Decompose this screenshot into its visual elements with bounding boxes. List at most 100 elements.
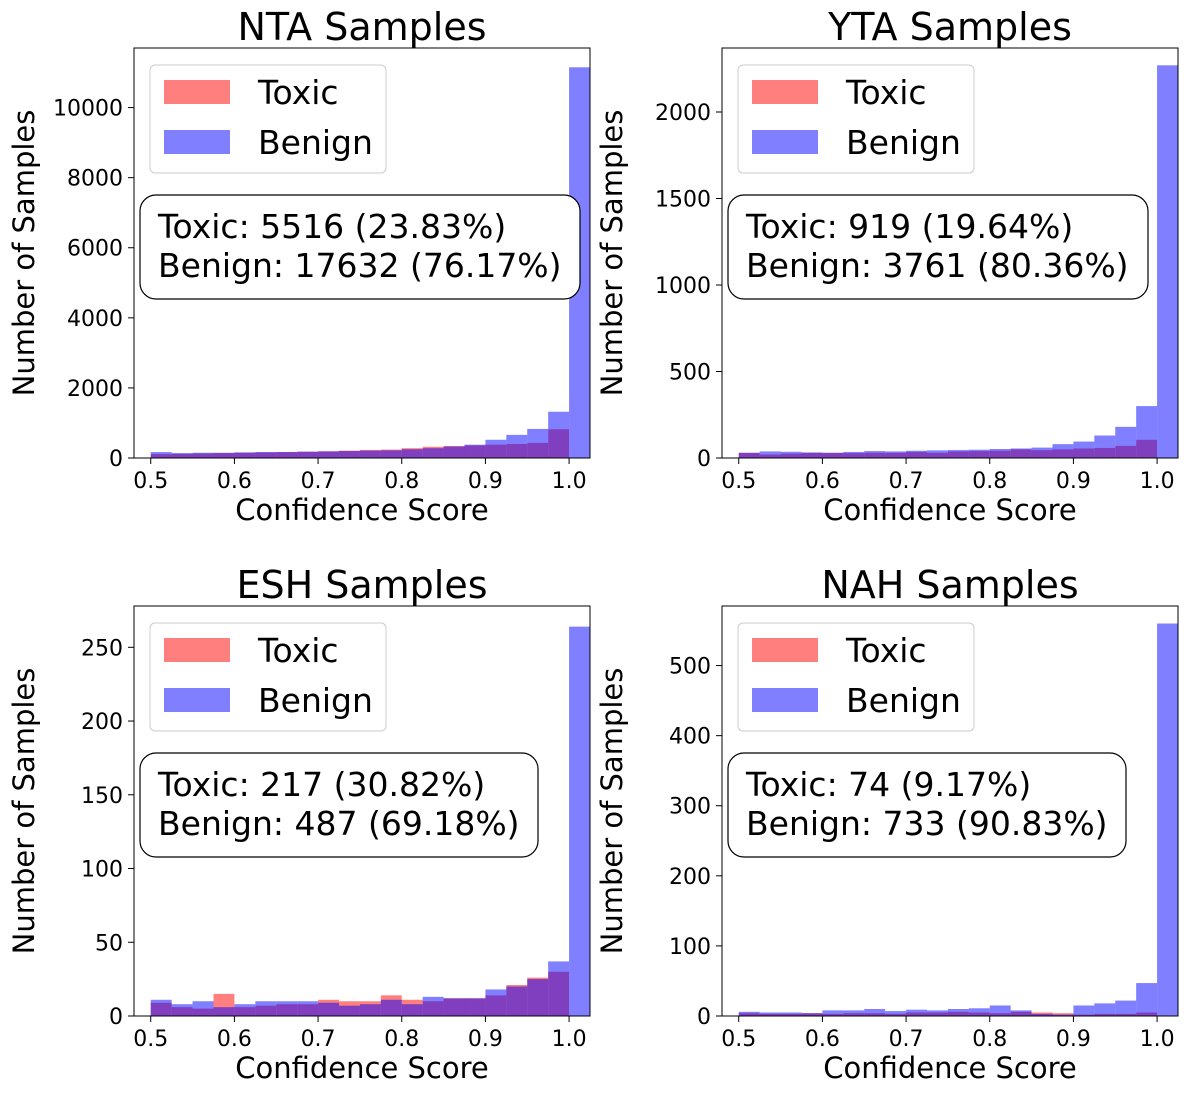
chart-title: YTA Samples <box>827 5 1072 49</box>
bar-benign-14 <box>1031 447 1053 458</box>
y-tick-label: 1500 <box>655 188 711 213</box>
annotation-toxic: Toxic: 919 (19.64%) <box>745 207 1073 246</box>
bar-benign-2 <box>192 1001 214 1016</box>
y-tick-label: 1000 <box>655 274 711 299</box>
bar-benign-8 <box>906 450 927 458</box>
x-tick-label: 0.6 <box>805 1027 840 1052</box>
bar-benign-11 <box>968 449 990 458</box>
annotation-box <box>727 752 1127 858</box>
x-tick-label: 0.9 <box>1056 1027 1091 1052</box>
bar-benign-13 <box>1010 1010 1032 1016</box>
bar-benign-4 <box>822 1010 844 1016</box>
x-tick-label: 0.5 <box>133 1027 168 1052</box>
y-tick-label: 6000 <box>67 237 123 262</box>
chart-title: ESH Samples <box>236 563 487 607</box>
chart-panel-1: 0.5 0.6 0.7 0.8 0.9 1.0 0 500 1000 1500 2000 YTA Sa… <box>595 5 1179 527</box>
bar-benign-20 <box>1157 623 1178 1016</box>
bar-benign-18 <box>527 428 549 458</box>
bar-benign-3 <box>213 452 235 458</box>
legend-swatch-toxic <box>164 80 230 104</box>
legend-swatch-toxic <box>164 638 230 662</box>
bar-benign-8 <box>906 1009 927 1016</box>
x-tick-label: 1.0 <box>1140 469 1175 494</box>
y-tick-label: 200 <box>669 865 711 890</box>
y-tick-label: 200 <box>81 710 123 735</box>
axes-frame <box>721 47 1179 459</box>
bar-benign-19 <box>548 961 570 1016</box>
x-tick-label: 0.5 <box>721 469 756 494</box>
x-tick-label: 0.8 <box>384 1027 419 1052</box>
y-tick-label: 2000 <box>67 377 123 402</box>
annotation: Toxic: 919 (19.64%)Benign: 3761 (80.36%) <box>727 194 1149 300</box>
x-tick-label: 0.9 <box>1056 469 1091 494</box>
bar-benign-14 <box>443 446 465 458</box>
x-tick-label: 1.0 <box>552 469 587 494</box>
bar-benign-13 <box>422 448 444 458</box>
legend-swatch-benign <box>752 130 818 154</box>
bar-benign-7 <box>885 1011 907 1016</box>
x-tick-label: 0.7 <box>301 469 336 494</box>
legend-swatch-toxic <box>752 80 818 104</box>
y-tick-label: 100 <box>669 935 711 960</box>
bar-benign-6 <box>864 451 886 458</box>
x-axis-label: Confidence Score <box>823 1051 1077 1085</box>
bar-benign-4 <box>234 1004 256 1016</box>
bar-benign-7 <box>297 451 319 458</box>
x-tick-label: 0.7 <box>889 1027 924 1052</box>
bar-benign-0 <box>150 452 172 458</box>
legend: Toxic Benign <box>149 64 387 174</box>
legend-label-benign: Benign <box>258 681 373 720</box>
bar-benign-15 <box>1052 1014 1074 1016</box>
bar-benign-14 <box>1031 1013 1053 1016</box>
x-tick-label: 0.6 <box>217 1027 252 1052</box>
bar-benign-13 <box>1010 448 1032 458</box>
x-tick-label: 0.8 <box>972 1027 1007 1052</box>
x-axis-label: Confidence Score <box>235 493 489 527</box>
bar-benign-18 <box>1115 1000 1137 1016</box>
bar-benign-1 <box>759 451 781 458</box>
annotation-toxic: Toxic: 217 (30.82%) <box>157 765 485 804</box>
annotation-benign: Benign: 17632 (76.17%) <box>158 246 562 285</box>
bar-benign-7 <box>885 451 907 458</box>
x-axis-label: Confidence Score <box>823 493 1077 527</box>
bar-benign-2 <box>780 1012 802 1016</box>
axes-frame <box>133 605 591 1017</box>
bar-benign-20 <box>569 626 590 1016</box>
x-tick-label: 1.0 <box>552 1027 587 1052</box>
axes-frame <box>721 605 1179 1017</box>
bar-benign-19 <box>1136 983 1158 1016</box>
bar-benign-0 <box>738 1011 760 1016</box>
bar-benign-9 <box>338 450 360 458</box>
y-tick-label: 4000 <box>67 307 123 332</box>
bar-benign-20 <box>1157 65 1178 459</box>
legend: Toxic Benign <box>737 64 975 174</box>
bar-benign-12 <box>401 1004 423 1016</box>
bar-benign-3 <box>801 452 823 458</box>
y-tick-label: 0 <box>109 447 123 472</box>
bar-benign-11 <box>380 999 402 1016</box>
y-tick-label: 0 <box>697 447 711 472</box>
chart-panel-0: 0.5 0.6 0.7 0.8 0.9 1.0 0 2000 4000 6000 8000 10000… <box>7 5 591 527</box>
legend-swatch-benign <box>752 688 818 712</box>
bar-benign-5 <box>843 1010 865 1016</box>
bar-benign-11 <box>968 1008 990 1016</box>
y-tick-label: 100 <box>81 858 123 883</box>
bar-benign-3 <box>213 1007 235 1016</box>
annotation: Toxic: 74 (9.17%)Benign: 733 (90.83%) <box>727 752 1127 858</box>
bar-benign-12 <box>989 449 1011 458</box>
y-tick-label: 300 <box>669 795 711 820</box>
bar-benign-16 <box>1073 441 1095 458</box>
x-tick-label: 0.9 <box>468 1027 503 1052</box>
bar-benign-19 <box>1136 406 1158 458</box>
legend-swatch-benign <box>164 130 230 154</box>
bar-benign-15 <box>464 444 486 458</box>
bar-benign-16 <box>485 439 507 458</box>
chart-panel-3: 0.5 0.6 0.7 0.8 0.9 1.0 0 100 200 300 400 500 NAH Sa… <box>595 563 1179 1085</box>
bar-benign-8 <box>318 451 339 458</box>
y-axis-label: Number of Samples <box>595 110 629 397</box>
bar-benign-6 <box>276 1001 298 1016</box>
bar-benign-13 <box>422 996 444 1016</box>
bar-benign-6 <box>864 1008 886 1016</box>
legend-label-toxic: Toxic <box>257 631 339 670</box>
